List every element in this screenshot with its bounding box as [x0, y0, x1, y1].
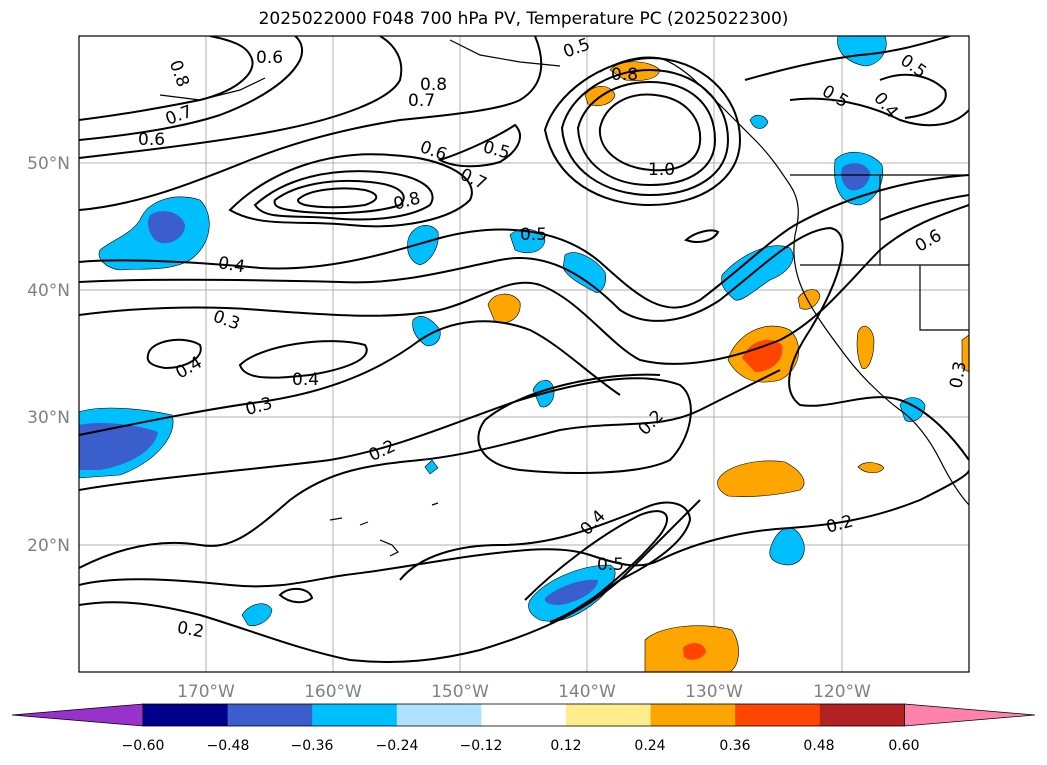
- contour-label: 0.6: [256, 48, 283, 68]
- contour-label: 0.4: [292, 370, 319, 390]
- lat-label: 40°N: [27, 281, 70, 301]
- lat-label: 30°N: [27, 408, 70, 428]
- colorbar-extend-high: [904, 703, 1036, 727]
- colorbar-swatch: [312, 704, 398, 726]
- colorbar: −0.60 −0.48 −0.36 −0.24 −0.12 0.12 0.24 …: [11, 703, 1036, 754]
- colorbar-tick: −0.12: [460, 738, 503, 754]
- lon-label: 140°W: [558, 682, 616, 702]
- lon-label: 120°W: [813, 682, 871, 702]
- lon-label: 160°W: [304, 682, 362, 702]
- pv-contours: [79, 36, 969, 663]
- colorbar-tick: −0.36: [291, 738, 334, 754]
- contour-label: 0.2: [175, 618, 205, 642]
- contour-label: 0.8: [611, 65, 638, 85]
- warm-anomaly-fills: [487, 61, 969, 672]
- colorbar-tick: 0.12: [550, 738, 581, 754]
- lon-label: 130°W: [685, 682, 743, 702]
- longitude-labels: 170°W 160°W 150°W 140°W 130°W 120°W: [177, 682, 871, 702]
- cold-anomaly-fills: [79, 36, 926, 627]
- gridlines: [79, 36, 969, 672]
- contour-label: 0.6: [138, 130, 165, 150]
- colorbar-swatch: [227, 704, 313, 726]
- contour-label: 0.4: [216, 253, 246, 277]
- lon-label: 150°W: [431, 682, 489, 702]
- colorbar-tick: 0.48: [803, 738, 834, 754]
- colorbar-tick: 0.60: [888, 738, 919, 754]
- lat-label: 50°N: [27, 154, 70, 174]
- colorbar-tick: 0.36: [719, 738, 750, 754]
- contour-label: 0.5: [520, 225, 547, 245]
- map-plot-area: 0.6 0.8 0.7 0.6 0.8 0.7 0.5 0.8 0.6 0.7 …: [79, 36, 970, 672]
- contour-label: 0.5: [597, 555, 624, 575]
- contour-label: 0.7: [408, 91, 435, 111]
- map-title: 2025022000 F048 700 hPa PV, Temperature …: [258, 9, 789, 29]
- colorbar-extend-low: [11, 703, 144, 727]
- lon-label: 170°W: [177, 682, 235, 702]
- contour-label: 0.3: [946, 360, 970, 390]
- latitude-labels: 20°N 30°N 40°N 50°N: [27, 154, 70, 556]
- colorbar-swatch: [650, 704, 736, 726]
- colorbar-swatch: [735, 704, 821, 726]
- colorbar-tick: 0.24: [634, 738, 665, 754]
- colorbar-swatches: [11, 703, 1036, 727]
- colorbar-tick: −0.48: [207, 738, 250, 754]
- contour-label: 1.0: [648, 160, 675, 180]
- coastlines: [159, 39, 969, 557]
- colorbar-swatch: [396, 704, 482, 726]
- colorbar-swatch: [819, 704, 905, 726]
- contour-label: 0.8: [420, 75, 447, 95]
- lat-label: 20°N: [27, 536, 70, 556]
- colorbar-swatch: [566, 704, 652, 726]
- colorbar-tick: −0.24: [376, 738, 419, 754]
- colorbar-swatch: [481, 704, 567, 726]
- map-frame: [78, 35, 970, 673]
- colorbar-tick: −0.60: [122, 738, 165, 754]
- colorbar-ticks: −0.60 −0.48 −0.36 −0.24 −0.12 0.12 0.24 …: [122, 738, 920, 754]
- colorbar-swatch: [143, 704, 229, 726]
- colorbar-outline: [142, 703, 905, 727]
